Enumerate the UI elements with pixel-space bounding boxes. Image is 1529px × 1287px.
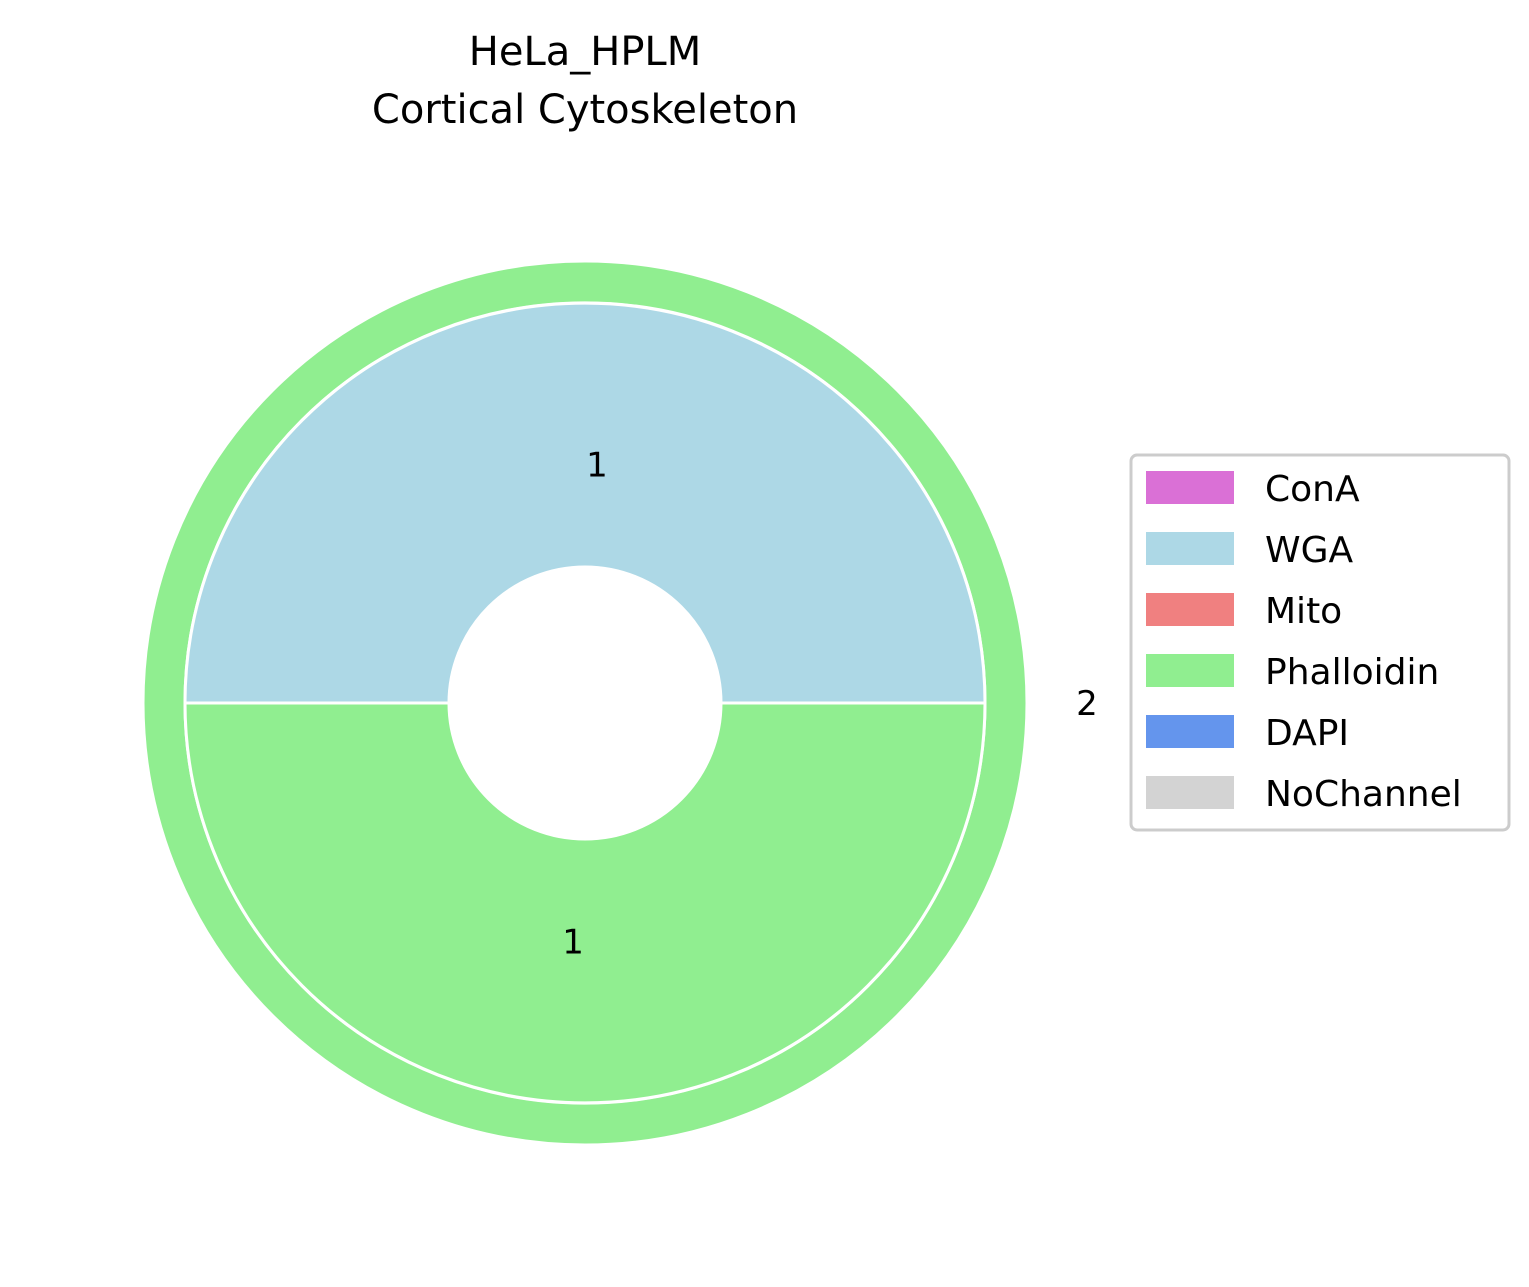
outer-slice-label: 2 bbox=[1076, 684, 1098, 724]
chart-title-line-2: Cortical Cytoskeleton bbox=[372, 87, 798, 133]
chart-title: HeLa_HPLM Cortical Cytoskeleton bbox=[372, 29, 798, 133]
legend-label-nochannel: NoChannel bbox=[1265, 774, 1462, 815]
legend-label-wga: WGA bbox=[1265, 530, 1353, 571]
inner-ring bbox=[183, 301, 987, 1105]
legend-swatch-nochannel bbox=[1146, 776, 1234, 809]
legend-swatch-wga bbox=[1146, 532, 1234, 565]
legend-label-cona: ConA bbox=[1265, 469, 1360, 510]
legend-swatch-cona bbox=[1146, 471, 1234, 504]
legend-label-phalloidin: Phalloidin bbox=[1265, 652, 1439, 693]
slice-labels: 2 1 1 bbox=[562, 445, 1098, 962]
inner-ring-slice-wga bbox=[183, 301, 987, 705]
inner-ring-slice-phalloidin bbox=[183, 701, 987, 1105]
legend-swatch-dapi bbox=[1146, 715, 1234, 748]
inner-slice-label: 1 bbox=[562, 923, 584, 963]
legend: ConA WGA Mito Phalloidin DAPI NoChannel bbox=[1129, 453, 1511, 832]
legend-swatch-mito bbox=[1146, 593, 1234, 626]
chart-title-line-1: HeLa_HPLM bbox=[469, 29, 701, 75]
legend-label-mito: Mito bbox=[1265, 591, 1342, 632]
inner-slice-label: 1 bbox=[586, 445, 608, 485]
legend-label-dapi: DAPI bbox=[1265, 713, 1349, 754]
legend-swatch-phalloidin bbox=[1146, 654, 1234, 687]
